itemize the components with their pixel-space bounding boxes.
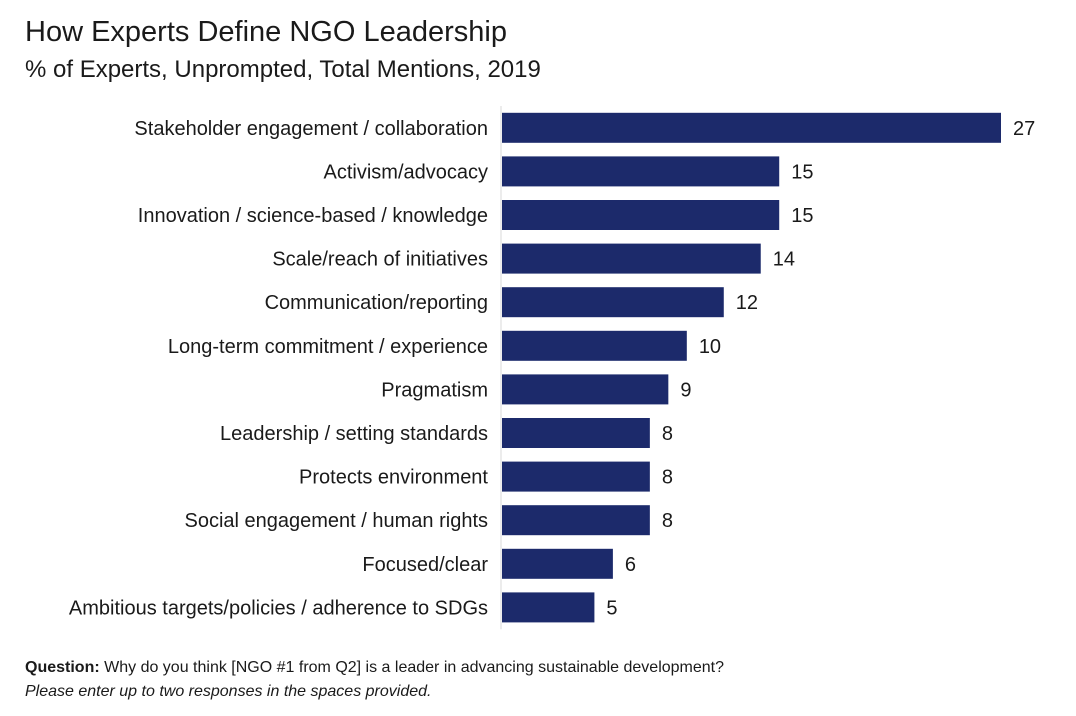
footnote-question-label: Question:	[25, 659, 100, 676]
footnote-question: Question: Why do you think [NGO #1 from …	[25, 659, 724, 677]
bar	[502, 461, 650, 492]
bar	[502, 112, 1001, 143]
category-label: Protects environment	[299, 467, 488, 489]
value-label: 14	[773, 249, 795, 271]
bar	[502, 548, 613, 579]
bar	[502, 505, 650, 536]
bar	[502, 287, 724, 318]
value-label: 15	[791, 161, 813, 183]
bar	[502, 156, 780, 187]
category-label: Scale/reach of initiatives	[272, 249, 488, 271]
value-label: 12	[736, 292, 758, 314]
value-label: 8	[662, 510, 673, 532]
category-label: Long-term commitment / experience	[168, 336, 488, 358]
bar	[502, 243, 761, 274]
category-label: Pragmatism	[381, 379, 488, 401]
footnote-instruction: Please enter up to two responses in the …	[25, 683, 432, 700]
category-label: Social engagement / human rights	[184, 510, 488, 532]
chart-title: How Experts Define NGO Leadership	[25, 16, 507, 48]
category-label: Focused/clear	[362, 554, 488, 576]
value-label: 6	[625, 554, 636, 576]
category-label: Leadership / setting standards	[220, 423, 488, 445]
value-label: 5	[606, 597, 617, 619]
chart-subtitle: % of Experts, Unprompted, Total Mentions…	[25, 56, 541, 83]
category-label: Communication/reporting	[265, 292, 488, 314]
value-label: 9	[680, 379, 691, 401]
footnote-question-text: Why do you think [NGO #1 from Q2] is a l…	[99, 659, 725, 676]
bar	[502, 592, 595, 623]
bar	[502, 418, 650, 448]
category-label: Innovation / science-based / knowledge	[138, 205, 488, 227]
value-label: 15	[791, 205, 813, 227]
value-label: 8	[662, 423, 673, 445]
category-label: Ambitious targets/policies / adherence t…	[69, 597, 488, 619]
value-label: 10	[699, 336, 721, 358]
category-label: Stakeholder engagement / collaboration	[134, 118, 488, 140]
bar-chart: Stakeholder engagement / collaboration 27…	[69, 106, 1035, 630]
value-label: 8	[662, 467, 673, 489]
bar	[502, 200, 780, 230]
bar	[502, 374, 669, 405]
value-label: 27	[1013, 118, 1035, 140]
category-label: Activism/advocacy	[324, 161, 489, 183]
bar	[502, 330, 687, 361]
